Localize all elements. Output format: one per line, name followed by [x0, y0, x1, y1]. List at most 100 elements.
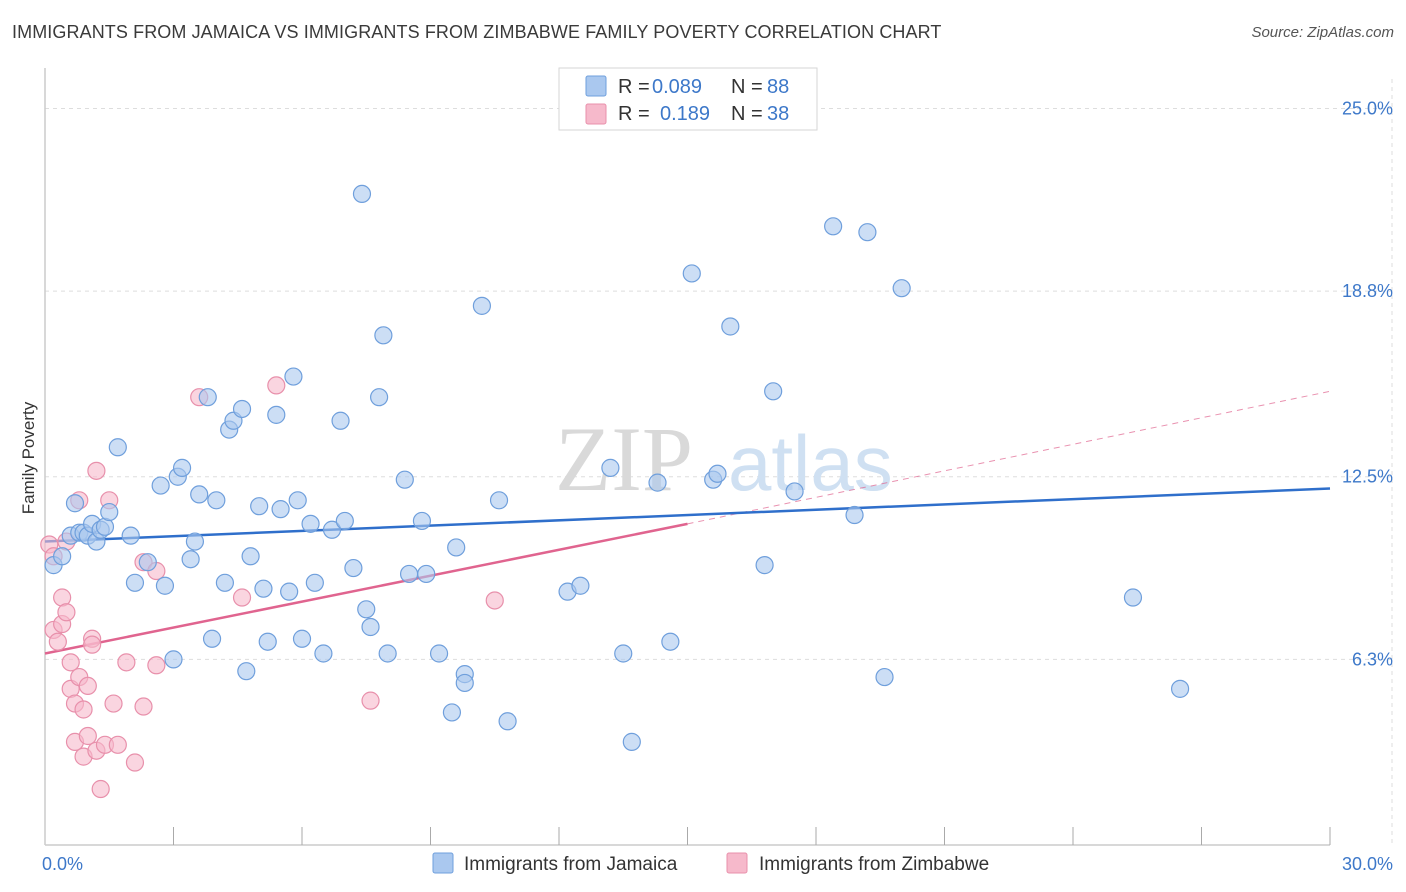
trend-lines — [44, 390, 1331, 655]
zimbabwe-point — [117, 653, 136, 672]
watermark-zip: ZIP — [555, 408, 693, 510]
jamaica-point — [370, 388, 389, 407]
y-tick-label: 12.5% — [1342, 467, 1393, 487]
zimbabwe-point — [87, 461, 106, 480]
grid-lines — [45, 79, 1393, 845]
jamaica-point — [858, 223, 877, 242]
jamaica-point — [764, 382, 783, 401]
watermark: ZIP atlas — [555, 408, 893, 510]
jamaica-point — [288, 491, 307, 510]
jamaica-point — [378, 644, 397, 663]
jamaica-point — [395, 470, 414, 489]
legend-zimbabwe-r-label: R = — [618, 103, 650, 125]
jamaica-point — [331, 411, 350, 430]
zimbabwe-point — [61, 653, 80, 672]
legend-zimbabwe-n-label: N = — [731, 103, 763, 125]
jamaica-point — [292, 629, 312, 648]
jamaica-point — [447, 538, 466, 557]
x-tick-label: 30.0% — [1342, 854, 1393, 874]
jamaica-point — [361, 617, 380, 637]
jamaica-point — [622, 732, 641, 751]
jamaica-point — [661, 632, 680, 651]
source-label: Source: ZipAtlas.com — [1251, 24, 1394, 41]
jamaica-point — [399, 564, 419, 584]
zimbabwe-point — [83, 635, 102, 654]
bottom-legend-zimbabwe-label: Immigrants from Zimbabwe — [759, 854, 989, 875]
jamaica-point — [301, 514, 320, 533]
jamaica-point — [335, 511, 354, 531]
jamaica-point — [357, 600, 376, 619]
jamaica-point — [755, 556, 774, 575]
jamaica-point — [280, 582, 299, 601]
jamaica-point — [708, 464, 727, 483]
y-tick-label: 25.0% — [1342, 98, 1393, 118]
zimbabwe-point — [57, 603, 76, 622]
legend-jamaica-r-label: R = — [618, 76, 650, 98]
y-tick-labels: 6.3% 12.5% 18.8% 25.0% — [1342, 98, 1393, 669]
jamaica-point — [198, 388, 217, 407]
jamaica-point — [250, 497, 269, 516]
zimbabwe-point — [104, 694, 123, 713]
jamaica-point — [151, 476, 170, 495]
jamaica-point — [53, 547, 72, 566]
jamaica-point — [185, 532, 205, 551]
zimbabwe-point — [78, 726, 97, 746]
watermark-atlas: atlas — [728, 419, 893, 507]
jamaica-point — [1123, 588, 1143, 607]
jamaica-point — [258, 632, 277, 651]
jamaica-point — [875, 667, 894, 687]
jamaica-point — [1170, 679, 1190, 698]
legend-jamaica-r-value: 0.089 — [652, 76, 702, 98]
jamaica-point — [284, 367, 303, 386]
jamaica-point — [155, 576, 175, 595]
jamaica-point — [571, 576, 590, 595]
legend-zimbabwe-n-value: 38 — [767, 103, 789, 125]
jamaica-point — [322, 520, 342, 539]
series-legend: Immigrants from Jamaica Immigrants from … — [432, 852, 989, 875]
zimbabwe-point — [48, 632, 67, 651]
jamaica-point — [845, 505, 864, 525]
x-tick-label: 0.0% — [42, 854, 83, 874]
zimbabwe-point — [78, 676, 97, 696]
correlation-legend: R = 0.089 N = 88 R = 0.189 N = 38 — [558, 67, 818, 131]
jamaica-point — [472, 296, 491, 315]
zimbabwe-point — [108, 735, 127, 754]
y-tick-label: 18.8% — [1342, 281, 1393, 301]
jamaica-point — [181, 550, 200, 569]
jamaica-point — [232, 399, 252, 419]
jamaica-point — [344, 558, 363, 578]
jamaica-point — [785, 482, 804, 501]
jamaica-point — [138, 553, 157, 572]
chart-title: IMMIGRANTS FROM JAMAICA VS IMMIGRANTS FR… — [12, 22, 942, 42]
jamaica-point — [121, 526, 140, 545]
jamaica-point — [271, 500, 290, 519]
zimbabwe-point — [74, 700, 93, 719]
zimbabwe-point — [91, 779, 110, 799]
legend-jamaica-n-value: 88 — [767, 76, 789, 98]
jamaica-point — [65, 494, 85, 513]
jamaica-point — [824, 217, 843, 236]
jamaica-point — [202, 629, 222, 648]
jamaica-point — [442, 703, 462, 722]
zimbabwe-point — [125, 753, 145, 772]
legend-jamaica-n-label: N = — [731, 76, 763, 98]
jamaica-point — [190, 485, 209, 504]
jamaica-point — [892, 279, 911, 298]
legend-jamaica-swatch — [585, 75, 607, 97]
jamaica-point — [429, 644, 449, 663]
jamaica-point — [374, 326, 393, 345]
jamaica-point — [721, 317, 740, 336]
jamaica-point — [267, 405, 286, 424]
zimbabwe-point — [147, 656, 166, 675]
x-tick-labels: 0.0% 30.0% — [42, 854, 1393, 874]
jamaica-points — [44, 184, 1190, 751]
bottom-legend-zimbabwe-swatch — [726, 852, 748, 874]
bottom-legend-jamaica-swatch — [432, 852, 454, 874]
bottom-legend-jamaica-label: Immigrants from Jamaica — [464, 854, 678, 875]
jamaica-point — [207, 491, 226, 510]
legend-zimbabwe-r-value: 0.189 — [660, 103, 710, 125]
jamaica-point — [164, 650, 183, 669]
jamaica-point — [455, 673, 474, 693]
zimbabwe-trend-line — [44, 522, 688, 655]
